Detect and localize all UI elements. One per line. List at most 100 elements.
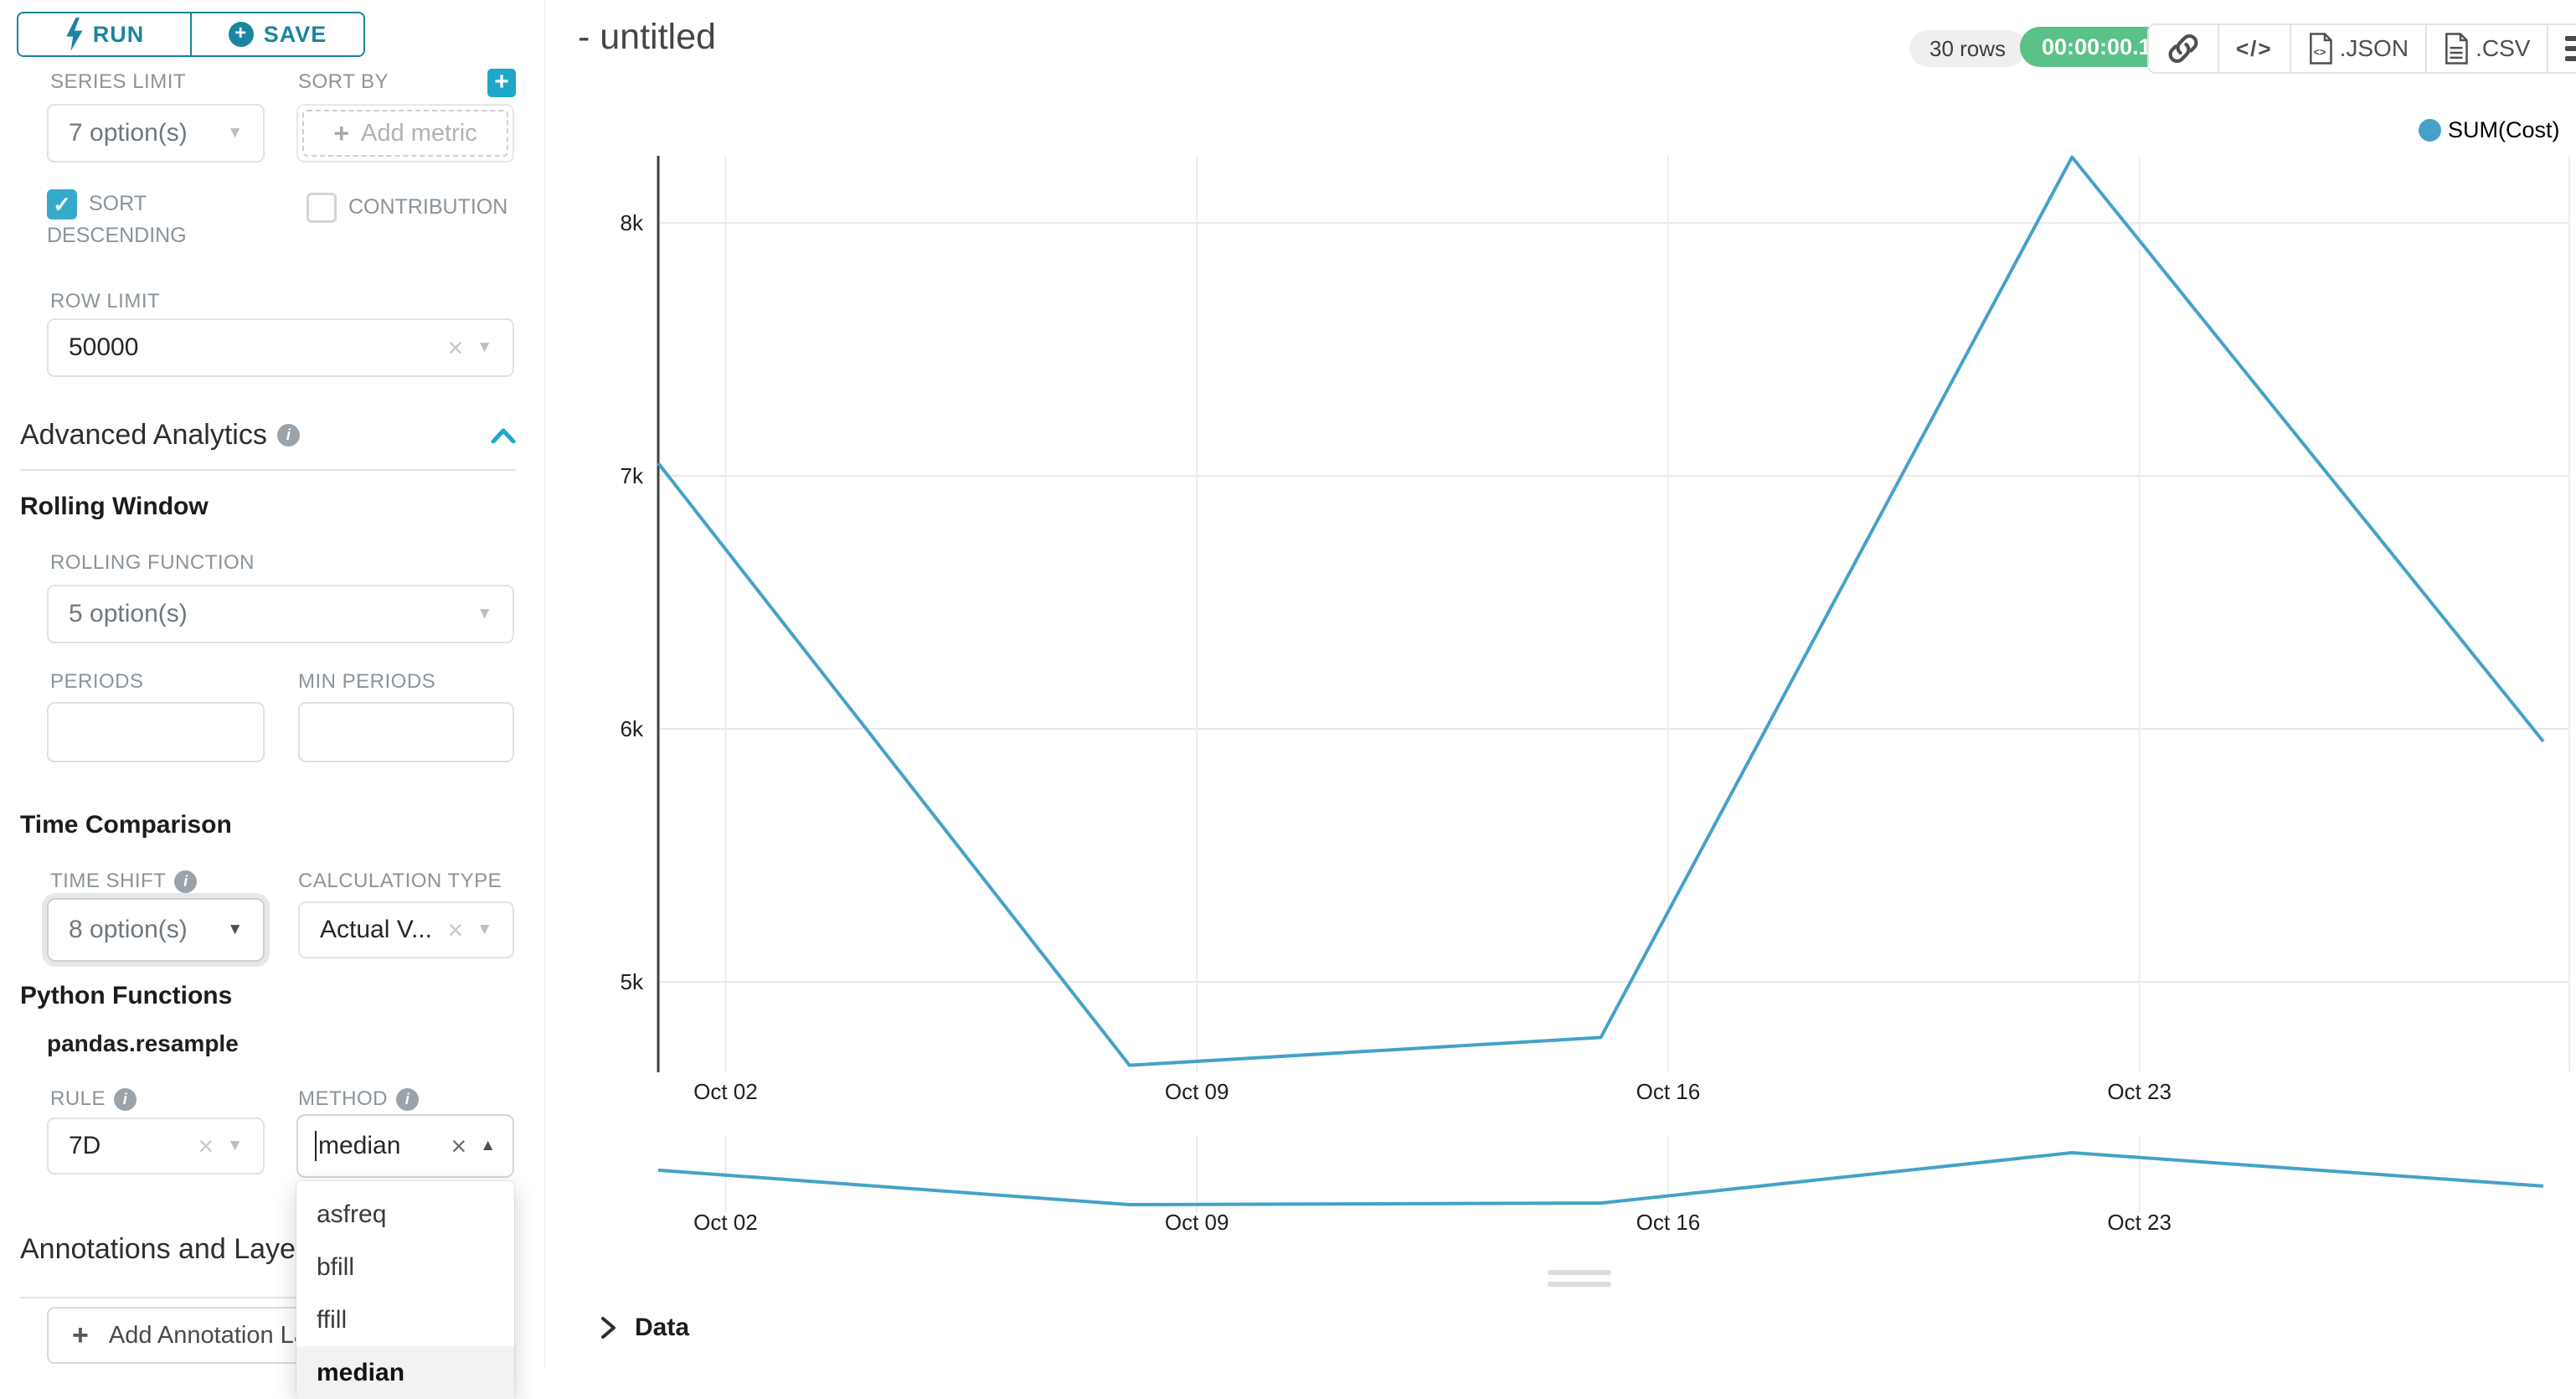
method-value: median: [318, 1132, 401, 1159]
export-json-label: .JSON: [2339, 35, 2409, 61]
dropdown-option-ffill[interactable]: ffill: [317, 1306, 348, 1334]
chevron-down-icon: ▼: [227, 124, 243, 142]
chart-menu-button[interactable]: [2547, 25, 2576, 72]
x-tick-label: Oct 09: [1165, 1079, 1229, 1104]
row-limit-value: 50000: [69, 333, 139, 361]
sort-descending-label: SORT DESCENDING: [47, 192, 187, 248]
clear-icon[interactable]: ×: [447, 333, 464, 363]
view-query-button[interactable]: </>: [2218, 25, 2290, 72]
chevron-down-icon: ▼: [227, 1137, 243, 1154]
section-divider: [20, 469, 516, 471]
sort-by-metric-dropzone[interactable]: + Add metric: [296, 104, 514, 163]
rolling-function-select[interactable]: 5 option(s) ▼: [47, 585, 514, 643]
export-csv-button[interactable]: .CSV: [2425, 25, 2547, 72]
export-toolbar: </> <> .JSON .CSV: [2147, 23, 2576, 74]
mini-series-line: [657, 1151, 2544, 1206]
clear-icon[interactable]: ×: [447, 915, 464, 945]
plus-circle-icon: +: [228, 22, 254, 47]
row-count-badge: 30 rows: [1909, 30, 2027, 67]
code-icon: </>: [2236, 35, 2273, 61]
chart-title[interactable]: - untitled: [578, 17, 716, 57]
svg-text:<>: <>: [2313, 46, 2326, 58]
sort-by-label: SORT BY: [298, 70, 389, 93]
mini-x-tick-label: Oct 02: [693, 1210, 758, 1235]
plus-icon: +: [72, 1319, 89, 1351]
link-icon: [2168, 34, 2198, 64]
hamburger-icon: [2565, 36, 2576, 61]
calculation-type-select[interactable]: Actual V... × ▼: [298, 901, 514, 958]
clear-icon[interactable]: ×: [198, 1131, 214, 1161]
checkbox-checked-icon[interactable]: ✓: [47, 189, 77, 220]
row-limit-label: ROW LIMIT: [50, 290, 161, 312]
method-combobox-open[interactable]: median × ▲: [296, 1114, 514, 1178]
plus-icon: +: [333, 117, 350, 148]
sort-descending-checkbox-field[interactable]: ✓ SORT DESCENDING: [47, 188, 290, 251]
chevron-right-icon: [601, 1317, 616, 1339]
contribution-label: CONTRIBUTION: [348, 195, 508, 219]
y-tick-label: 8k: [621, 210, 644, 235]
contribution-checkbox-field[interactable]: CONTRIBUTION: [307, 191, 541, 224]
chevron-down-icon: ▼: [477, 921, 492, 938]
run-button[interactable]: RUN: [18, 13, 190, 55]
panel-divider[interactable]: [544, 0, 545, 1369]
x-tick-label: Oct 16: [1636, 1079, 1701, 1104]
time-comparison-title: Time Comparison: [20, 811, 232, 839]
chevron-down-icon: ▼: [227, 921, 243, 938]
time-shift-select[interactable]: 8 option(s) ▼: [47, 898, 265, 962]
dropdown-option-median-selected[interactable]: median: [296, 1346, 514, 1399]
mini-x-tick-label: Oct 16: [1636, 1210, 1701, 1235]
dropdown-option-bfill[interactable]: bfill: [317, 1253, 355, 1281]
pandas-resample-label: pandas.resample: [47, 1030, 239, 1056]
csv-file-icon: [2445, 33, 2468, 65]
info-icon[interactable]: i: [114, 1087, 137, 1111]
rolling-function-label: ROLLING FUNCTION: [50, 551, 255, 574]
data-panel-header[interactable]: Data: [598, 1314, 689, 1342]
export-json-button[interactable]: <> .JSON: [2289, 25, 2425, 72]
rule-value: 7D: [69, 1132, 101, 1159]
advanced-analytics-title: Advanced Analytics: [20, 419, 267, 451]
control-panel-sidebar: RUN + SAVE SERIES LIMIT SORT BY + 7 opti…: [0, 0, 544, 1399]
chevron-down-icon: ▼: [477, 338, 492, 356]
min-periods-input[interactable]: [298, 702, 514, 762]
save-button[interactable]: + SAVE: [190, 13, 363, 55]
save-button-label: SAVE: [263, 21, 327, 47]
python-functions-title: Python Functions: [20, 982, 233, 1009]
checkbox-unchecked-icon[interactable]: [307, 193, 337, 224]
time-shift-value: 8 option(s): [69, 916, 188, 943]
advanced-analytics-header[interactable]: Advanced Analytics i: [20, 419, 516, 452]
chart-legend[interactable]: SUM(Cost): [2419, 117, 2560, 143]
series-limit-value: 7 option(s): [69, 119, 188, 147]
time-shift-label-text: TIME SHIFT: [50, 870, 167, 892]
chevron-up-icon[interactable]: [491, 428, 516, 443]
time-shift-label: TIME SHIFT i: [50, 870, 198, 893]
dropdown-option-asfreq[interactable]: asfreq: [317, 1200, 387, 1228]
run-button-label: RUN: [92, 21, 145, 47]
x-tick-label: Oct 23: [2107, 1079, 2172, 1104]
section-divider: [20, 1297, 514, 1298]
mini-x-tick-label: Oct 09: [1165, 1210, 1229, 1235]
main-series-line: [657, 155, 2545, 1067]
method-dropdown-menu: asfreq bfill ffill median: [296, 1181, 514, 1399]
series-limit-select[interactable]: 7 option(s) ▼: [47, 104, 265, 163]
calculation-type-value: Actual V...: [320, 916, 432, 943]
min-periods-label: MIN PERIODS: [298, 670, 436, 693]
annotations-layers-title: Annotations and Layers: [20, 1233, 320, 1265]
legend-series-label: SUM(Cost): [2448, 117, 2560, 142]
rule-select[interactable]: 7D × ▼: [47, 1118, 265, 1174]
add-metric-plus-button[interactable]: +: [487, 69, 516, 97]
info-icon[interactable]: i: [174, 870, 198, 893]
export-csv-label: .CSV: [2476, 35, 2531, 61]
row-limit-select[interactable]: 50000 × ▼: [47, 318, 514, 377]
chart-resize-handle[interactable]: [1548, 1270, 1611, 1293]
x-tick-label: Oct 02: [693, 1079, 758, 1104]
clear-icon[interactable]: ×: [451, 1131, 467, 1161]
periods-label: PERIODS: [50, 670, 144, 693]
copy-link-button[interactable]: [2149, 25, 2218, 72]
chevron-down-icon: ▼: [477, 605, 492, 622]
info-icon[interactable]: i: [276, 424, 300, 447]
text-cursor: [315, 1131, 317, 1161]
y-tick-label: 7k: [621, 463, 644, 488]
info-icon[interactable]: i: [396, 1087, 419, 1111]
periods-input[interactable]: [47, 702, 265, 762]
mini-x-tick-label: Oct 23: [2107, 1210, 2172, 1235]
